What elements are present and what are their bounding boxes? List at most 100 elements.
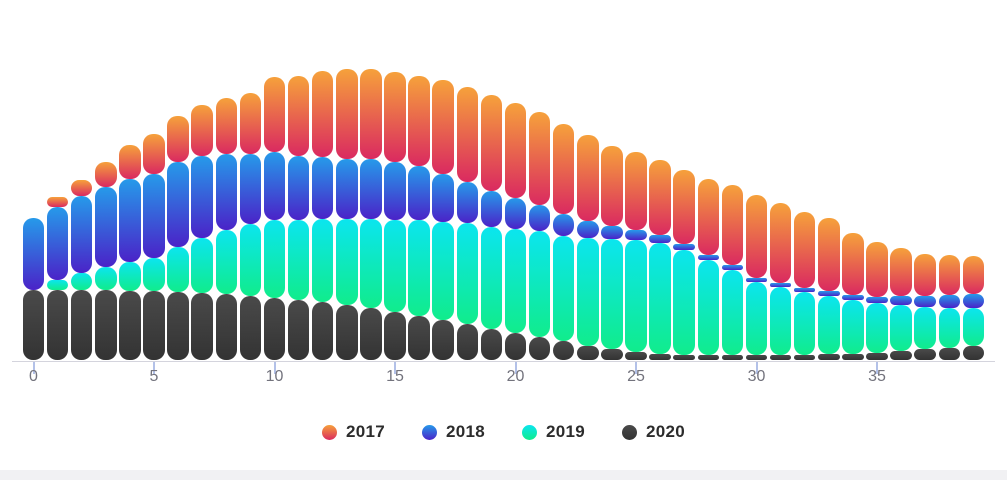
bar-segment-2017[interactable] (842, 233, 864, 295)
bar-segment-2018[interactable] (962, 294, 985, 308)
bar-segment-2019[interactable] (408, 220, 430, 316)
bar-segment-2017[interactable] (384, 72, 406, 162)
bar-segment-2020[interactable] (119, 291, 141, 360)
bar-segment-2017[interactable] (552, 124, 575, 214)
bar-segment-2019[interactable] (480, 227, 503, 329)
bar-segment-2018[interactable] (287, 156, 310, 220)
bar-segment-2019[interactable] (890, 305, 912, 351)
bar-segment-2019[interactable] (167, 247, 189, 292)
bar-segment-2018[interactable] (649, 235, 671, 243)
bar-segment-2018[interactable] (745, 278, 768, 282)
bar-segment-2017[interactable] (360, 69, 382, 159)
bar-segment-2018[interactable] (46, 207, 69, 280)
bar-segment-2018[interactable] (625, 230, 647, 240)
bar-segment-2020[interactable] (528, 337, 551, 360)
bar-segment-2017[interactable] (793, 212, 816, 288)
bar-segment-2019[interactable] (818, 296, 840, 354)
bar-segment-2017[interactable] (119, 145, 141, 179)
bar-segment-2019[interactable] (119, 262, 141, 291)
bar-segment-2019[interactable] (239, 224, 262, 296)
bar-segment-2020[interactable] (745, 355, 768, 360)
bar-segment-2018[interactable] (456, 182, 479, 223)
bar-segment-2018[interactable] (528, 205, 551, 231)
bar-segment-2017[interactable] (528, 112, 551, 205)
bar-segment-2020[interactable] (890, 351, 912, 360)
bar-segment-2020[interactable] (625, 352, 647, 360)
bar-segment-2020[interactable] (842, 354, 864, 360)
bar-segment-2020[interactable] (769, 355, 792, 360)
bar-segment-2019[interactable] (842, 300, 864, 354)
bar-segment-2019[interactable] (528, 231, 551, 337)
bar-segment-2018[interactable] (842, 295, 864, 300)
bar-segment-2020[interactable] (649, 354, 671, 360)
bar-segment-2020[interactable] (962, 346, 985, 360)
bar-segment-2019[interactable] (95, 267, 117, 290)
bar-segment-2019[interactable] (649, 243, 671, 354)
bar-segment-2019[interactable] (384, 220, 406, 312)
bar-segment-2019[interactable] (552, 236, 575, 341)
legend-item-2018[interactable]: 2018 (421, 422, 485, 442)
bar-segment-2018[interactable] (167, 162, 189, 247)
bar-segment-2019[interactable] (191, 238, 213, 293)
bar-segment-2018[interactable] (577, 221, 599, 238)
bar-segment-2017[interactable] (769, 203, 792, 283)
bar-segment-2017[interactable] (577, 135, 599, 221)
bar-segment-2019[interactable] (938, 308, 961, 348)
bar-segment-2020[interactable] (70, 290, 93, 360)
bar-segment-2018[interactable] (673, 244, 695, 250)
bar-segment-2018[interactable] (70, 196, 93, 273)
bar-segment-2017[interactable] (962, 256, 985, 294)
bar-segment-2019[interactable] (336, 219, 358, 305)
bar-segment-2019[interactable] (769, 287, 792, 355)
bar-segment-2019[interactable] (625, 240, 647, 352)
bar-segment-2018[interactable] (191, 156, 213, 238)
bar-segment-2017[interactable] (46, 197, 69, 207)
bar-segment-2020[interactable] (336, 305, 358, 360)
bar-segment-2020[interactable] (360, 308, 382, 360)
bar-segment-2017[interactable] (191, 105, 213, 156)
bar-segment-2020[interactable] (311, 302, 334, 360)
bar-segment-2020[interactable] (384, 312, 406, 360)
bar-segment-2017[interactable] (697, 179, 720, 255)
bar-segment-2019[interactable] (673, 250, 695, 355)
bar-segment-2018[interactable] (938, 295, 961, 308)
bar-segment-2017[interactable] (408, 76, 430, 166)
bar-segment-2018[interactable] (866, 297, 888, 303)
bar-segment-2018[interactable] (721, 265, 744, 270)
bar-segment-2020[interactable] (432, 320, 454, 360)
bar-segment-2018[interactable] (95, 187, 117, 267)
bar-segment-2018[interactable] (119, 179, 141, 262)
bar-segment-2019[interactable] (360, 219, 382, 308)
bar-segment-2020[interactable] (552, 341, 575, 360)
bar-segment-2018[interactable] (818, 291, 840, 296)
bar-segment-2019[interactable] (504, 229, 527, 333)
bar-segment-2018[interactable] (215, 154, 238, 230)
bar-segment-2018[interactable] (384, 162, 406, 220)
bar-segment-2017[interactable] (143, 134, 165, 174)
bar-segment-2020[interactable] (601, 349, 623, 360)
bar-segment-2018[interactable] (336, 159, 358, 219)
bar-segment-2017[interactable] (938, 255, 961, 295)
bar-segment-2017[interactable] (239, 93, 262, 154)
bar-segment-2018[interactable] (263, 152, 286, 220)
legend-item-2017[interactable]: 2017 (321, 422, 385, 442)
bar-segment-2020[interactable] (22, 290, 45, 360)
bar-segment-2017[interactable] (95, 162, 117, 187)
bar-segment-2018[interactable] (890, 296, 912, 305)
bar-segment-2017[interactable] (336, 69, 358, 159)
bar-segment-2019[interactable] (793, 292, 816, 355)
bar-segment-2019[interactable] (577, 238, 599, 346)
bar-segment-2018[interactable] (697, 255, 720, 260)
bar-segment-2018[interactable] (143, 174, 165, 258)
bar-segment-2020[interactable] (239, 296, 262, 360)
bar-segment-2020[interactable] (818, 354, 840, 360)
bar-segment-2019[interactable] (601, 239, 623, 349)
bar-segment-2020[interactable] (215, 294, 238, 360)
bar-segment-2020[interactable] (191, 293, 213, 360)
bar-segment-2017[interactable] (673, 170, 695, 244)
bar-segment-2019[interactable] (962, 308, 985, 346)
bar-segment-2018[interactable] (601, 226, 623, 239)
bar-segment-2019[interactable] (287, 220, 310, 300)
bar-segment-2017[interactable] (215, 98, 238, 154)
bar-segment-2017[interactable] (263, 77, 286, 152)
